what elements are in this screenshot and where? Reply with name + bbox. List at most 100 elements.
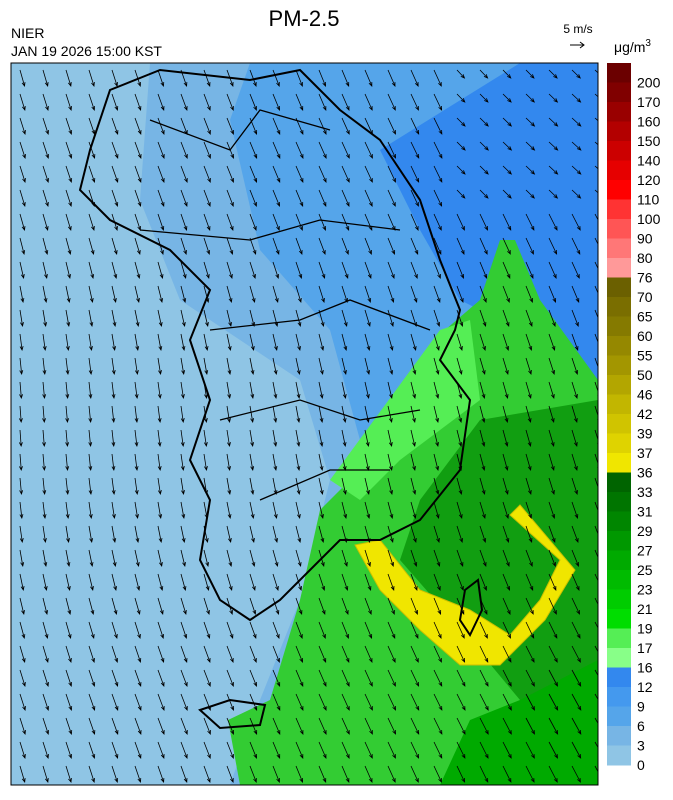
wind-arrow [364,525,371,543]
wind-arrow [272,525,278,543]
wind-arrow [318,741,327,759]
colorbar-segment [607,297,631,317]
wind-arrow [410,525,417,543]
wind-arrow [272,189,280,207]
wind-arrow [525,453,532,471]
wind-arrow [88,117,96,135]
wind-arrow [410,285,418,303]
wind-arrow [548,213,558,231]
wind-arrow [502,381,509,399]
wind-arrow [203,477,209,496]
wind-arrow [42,669,49,687]
colorbar-segment [607,628,631,649]
wind-arrow [571,477,578,495]
wind-arrow [364,741,373,759]
wind-arrow [42,357,47,376]
wind-arrow [226,117,234,135]
colorbar-segment [607,63,631,83]
wind-arrow [157,573,164,591]
wind-arrow [88,693,96,711]
wind-arrow [318,765,327,783]
wind-arrow [410,165,420,183]
wind-arrow [65,765,72,783]
wind-arrow [433,621,442,639]
wind-arrow [525,357,532,375]
wind-arrow [479,285,487,303]
wind-arrow [525,645,535,663]
colorbar-label: 150 [637,133,661,149]
wind-arrow [456,237,465,255]
wind-arrow [387,381,393,399]
wind-arrow [203,357,209,376]
wind-arrow [88,669,96,687]
wind-arrow [410,573,418,591]
wind-arrow [571,741,582,759]
wind-arrow [571,309,579,327]
wind-arrow [42,573,48,592]
wind-arrow [433,93,443,111]
wind-arrow [548,381,555,399]
wind-scale-label: 5 m/s [563,22,592,36]
wind-arrow [341,309,348,327]
wind-arrow [180,333,186,352]
wind-arrow [387,141,397,159]
colorbar-segment [607,609,631,629]
wind-arrow [19,333,24,352]
wind-arrow [180,741,188,759]
wind-arrow [364,165,373,183]
wind-arrow [410,357,417,375]
wind-arrow [410,429,416,448]
wind-arrow [272,645,280,663]
unit-text: μg/m [614,39,645,55]
wind-arrow [111,573,117,591]
wind-arrow [65,261,71,279]
wind-arrow [203,717,211,735]
wind-arrow [180,141,188,159]
wind-arrow [272,165,281,183]
wind-arrow [157,285,164,303]
wind-arrow [180,573,187,591]
colorbar-segment [607,511,631,532]
wind-arrow [548,525,556,543]
wind-arrow [203,213,211,231]
wind-arrow [88,285,94,304]
wind-arrow [272,357,278,376]
wind-arrow [18,429,23,448]
wind-arrow [180,213,188,231]
wind-arrow [571,285,580,303]
wind-arrow [548,405,555,423]
wind-arrow [433,357,440,375]
wind-arrow [387,453,393,472]
wind-arrow [226,213,234,231]
wind-arrow [157,621,164,639]
wind-arrow [111,549,117,568]
wind-arrow [19,357,24,376]
wind-arrow [594,717,598,725]
frame [10,62,599,786]
wind-arrow [341,69,350,87]
wind-arrow [295,285,302,303]
wind-arrow [318,525,325,543]
wind-arrow [203,117,211,135]
wind-arrow [387,621,396,639]
wind-arrow [502,189,512,199]
wind-arrow [456,189,466,199]
wind-arrow [65,285,71,304]
wind-arrow [387,165,396,183]
wind-arrow [134,669,142,687]
wind-arrow [318,93,327,111]
wind-arrow [157,381,162,400]
wind-arrow [364,549,371,567]
wind-arrow [180,309,186,328]
wind-arrow [111,93,119,111]
wind-arrow [502,285,510,303]
wind-arrow [18,405,23,424]
title: PM-2.5 [269,6,340,31]
wind-arrow [525,333,533,351]
wind-arrow [341,525,348,543]
wind-arrow [525,765,535,783]
wind-arrow [479,165,489,175]
wind-arrow [571,717,582,735]
wind-arrow [65,597,72,615]
wind-arrow [180,549,186,567]
